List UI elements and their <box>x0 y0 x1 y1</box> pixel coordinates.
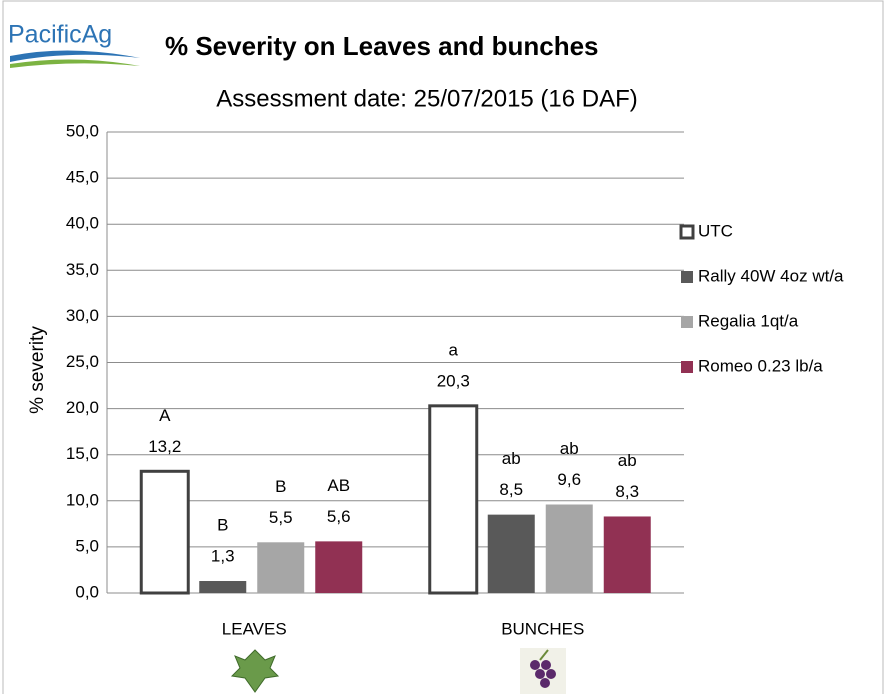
y-tick-label: 45,0 <box>66 168 99 187</box>
y-tick-label: 15,0 <box>66 444 99 463</box>
legend-label: Romeo 0.23 lb/a <box>698 356 823 375</box>
significance-label: ab <box>618 451 637 470</box>
significance-label: a <box>449 340 459 359</box>
x-tick-label: BUNCHES <box>501 619 584 638</box>
page: PacificAg % Severity on Leaves and bunch… <box>0 0 887 694</box>
bar <box>257 542 304 593</box>
value-label: 13,2 <box>148 437 181 456</box>
grape-icon <box>520 648 566 694</box>
legend-label: Regalia 1qt/a <box>698 311 799 330</box>
value-label: 9,6 <box>557 470 581 489</box>
significance-label: B <box>275 477 286 496</box>
y-tick-label: 5,0 <box>75 536 99 555</box>
value-label: 1,3 <box>211 546 235 565</box>
significance-label: A <box>159 406 171 425</box>
legend-swatch <box>681 316 693 328</box>
legend-swatch <box>681 361 693 373</box>
y-tick-label: 0,0 <box>75 582 99 601</box>
significance-label: ab <box>502 449 521 468</box>
logo-swoosh <box>10 59 140 68</box>
significance-label: B <box>217 515 228 534</box>
value-label: 20,3 <box>437 371 470 390</box>
value-label: 5,6 <box>327 507 351 526</box>
value-label: 8,5 <box>499 480 523 499</box>
value-label: 5,5 <box>269 508 293 527</box>
significance-label: ab <box>560 439 579 458</box>
chart: PacificAg % Severity on Leaves and bunch… <box>0 0 887 694</box>
y-tick-label: 35,0 <box>66 260 99 279</box>
leaf-icon <box>232 650 278 692</box>
y-axis-title: % severity <box>27 326 48 414</box>
bar <box>315 541 362 593</box>
bar <box>430 406 477 593</box>
y-tick-label: 40,0 <box>66 214 99 233</box>
legend-swatch <box>681 271 693 283</box>
bar <box>199 581 246 593</box>
bar <box>546 504 593 593</box>
logo-text: PacificAg <box>8 21 112 49</box>
legend-label: Rally 40W 4oz wt/a <box>698 266 844 285</box>
y-tick-label: 50,0 <box>66 121 99 140</box>
y-tick-label: 30,0 <box>66 306 99 325</box>
value-label: 8,3 <box>615 482 639 501</box>
bar <box>141 471 188 593</box>
significance-label: AB <box>327 476 350 495</box>
bar <box>488 515 535 593</box>
y-tick-label: 10,0 <box>66 490 99 509</box>
y-tick-label: 25,0 <box>66 352 99 371</box>
x-tick-label: LEAVES <box>222 619 287 638</box>
y-tick-label: 20,0 <box>66 398 99 417</box>
logo: PacificAg <box>8 21 140 68</box>
legend-swatch <box>681 226 693 238</box>
legend-label: UTC <box>698 221 733 240</box>
chart-subtitle: Assessment date: 25/07/2015 (16 DAF) <box>216 85 638 112</box>
chart-title: % Severity on Leaves and bunches <box>165 31 599 61</box>
bar <box>604 516 651 593</box>
